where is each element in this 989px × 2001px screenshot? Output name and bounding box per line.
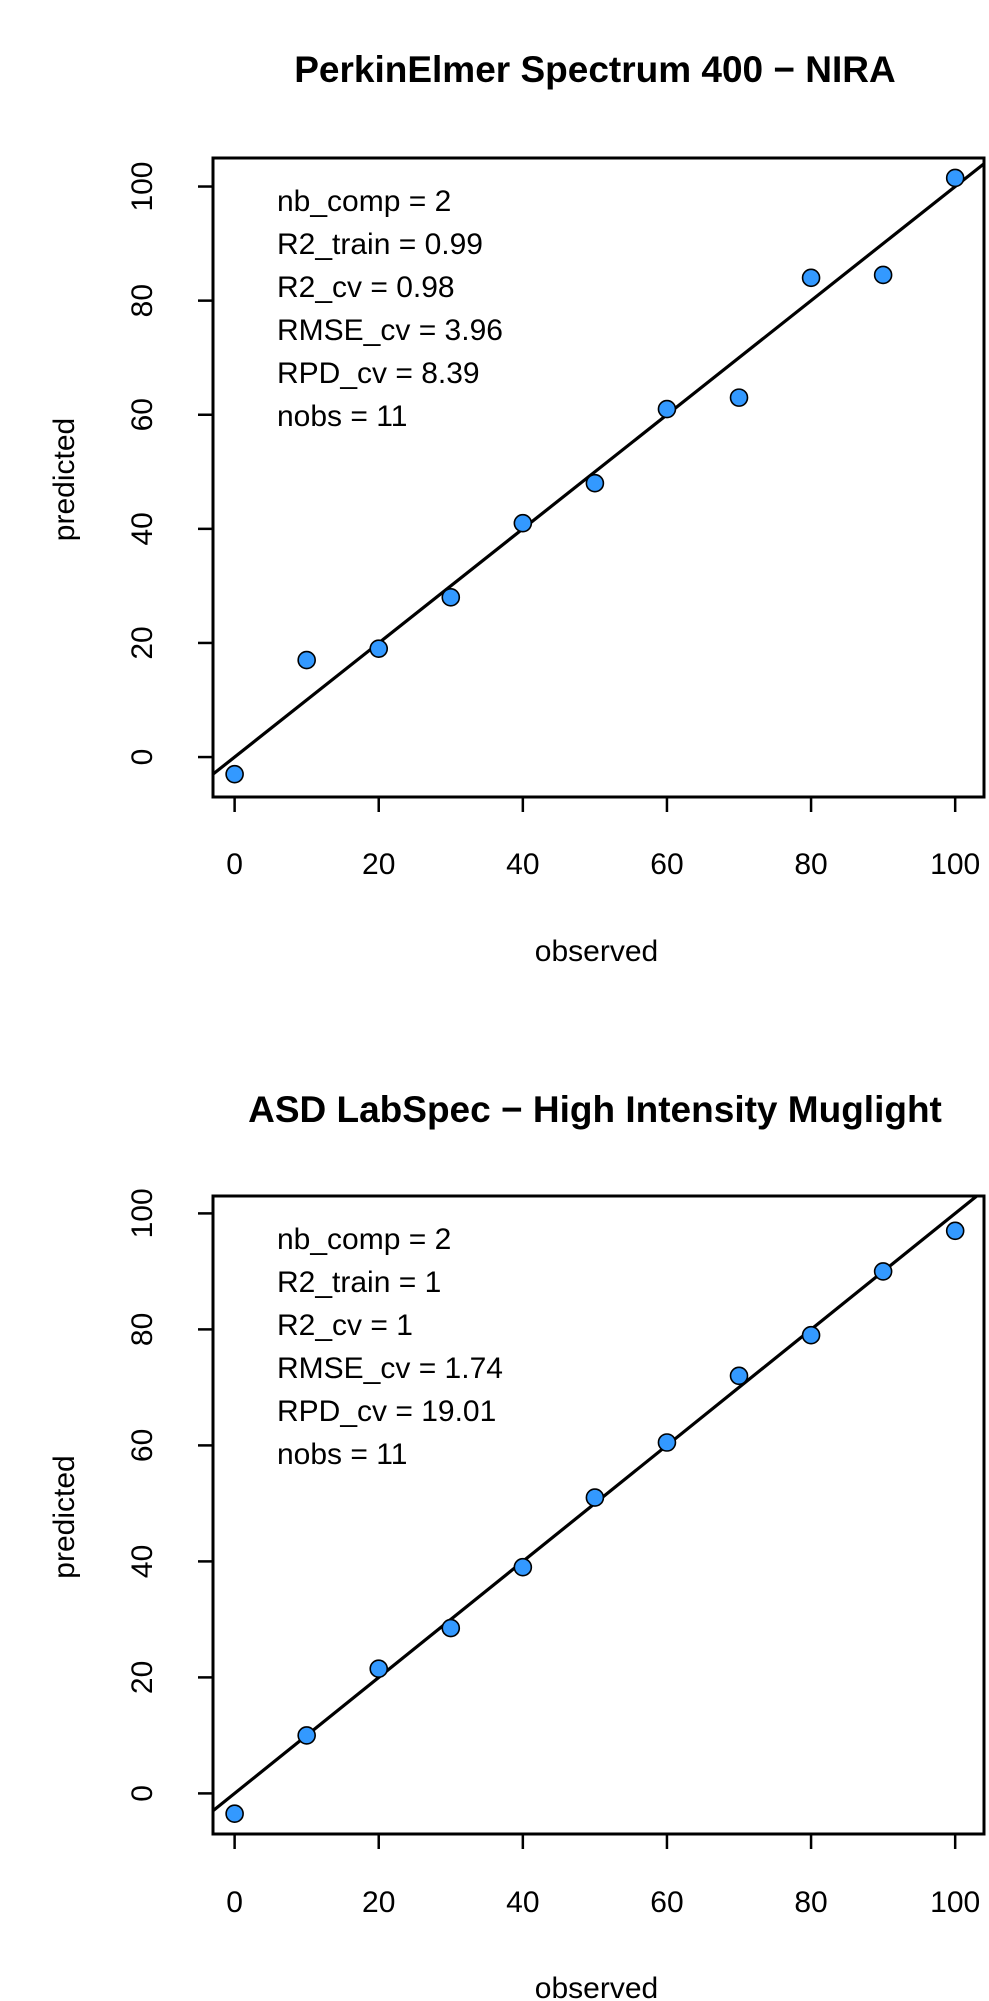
chart-title: PerkinElmer Spectrum 400 − NIRA xyxy=(294,49,896,90)
stat-annotation: nobs = 11 xyxy=(277,400,407,433)
y-axis-label: predicted xyxy=(48,1455,81,1578)
y-tick-label: 80 xyxy=(126,1313,159,1346)
data-point xyxy=(873,265,893,285)
data-point xyxy=(801,268,821,288)
fit-line xyxy=(213,162,984,776)
x-tick-label: 20 xyxy=(362,1886,395,1919)
x-tick-label: 60 xyxy=(650,1886,683,1919)
stat-annotation: RMSE_cv = 1.74 xyxy=(277,1352,503,1385)
data-point xyxy=(585,1488,605,1507)
data-point xyxy=(657,399,677,419)
y-tick-label: 40 xyxy=(126,512,159,545)
stat-annotation: R2_train = 1 xyxy=(277,1266,441,1299)
x-tick-label: 100 xyxy=(930,1886,980,1919)
stat-annotation: RPD_cv = 19.01 xyxy=(277,1395,496,1428)
data-point xyxy=(297,650,316,670)
data-point xyxy=(729,1366,749,1386)
data-point xyxy=(369,639,389,658)
x-tick-label: 80 xyxy=(794,848,827,881)
stat-annotation: nb_comp = 2 xyxy=(277,1223,451,1256)
stat-annotation: R2_cv = 1 xyxy=(277,1309,413,1342)
data-point xyxy=(225,764,244,784)
x-tick-label: 40 xyxy=(506,1886,539,1919)
stat-annotation: RMSE_cv = 3.96 xyxy=(277,314,503,347)
y-axis-label: predicted xyxy=(48,418,81,541)
data-point xyxy=(513,513,533,533)
plot-frame xyxy=(211,1194,986,1836)
data-point xyxy=(801,1325,821,1345)
x-tick-label: 40 xyxy=(506,848,539,881)
y-tick-label: 0 xyxy=(126,1785,159,1802)
x-tick-label: 20 xyxy=(362,848,395,881)
stat-annotation: R2_cv = 0.98 xyxy=(277,271,455,304)
stat-annotation: nb_comp = 2 xyxy=(277,185,451,218)
y-tick-label: 0 xyxy=(126,749,159,766)
data-point xyxy=(945,1221,965,1241)
data-point xyxy=(945,168,965,188)
stat-annotation: RPD_cv = 8.39 xyxy=(277,357,480,390)
x-tick-label: 0 xyxy=(226,1886,243,1919)
y-tick-label: 40 xyxy=(126,1545,159,1578)
y-tick-label: 100 xyxy=(126,161,159,211)
y-tick-label: 60 xyxy=(126,398,159,431)
stat-annotation: nobs = 11 xyxy=(277,1438,407,1471)
stat-annotation: R2_train = 0.99 xyxy=(277,228,483,261)
data-point xyxy=(297,1726,316,1745)
x-axis-label: observed xyxy=(535,1972,658,2001)
data-point xyxy=(513,1557,533,1577)
x-tick-label: 80 xyxy=(794,1886,827,1919)
x-tick-label: 100 xyxy=(930,848,980,881)
data-point xyxy=(729,388,749,407)
y-tick-label: 20 xyxy=(126,626,159,659)
x-tick-label: 0 xyxy=(226,848,243,881)
data-point xyxy=(657,1433,677,1452)
x-tick-label: 60 xyxy=(650,848,683,881)
chart-title: ASD LabSpec − High Intensity Muglight xyxy=(248,1089,942,1130)
plot-frame xyxy=(211,156,986,799)
data-point xyxy=(225,1804,244,1823)
y-tick-label: 20 xyxy=(126,1661,159,1694)
x-axis-label: observed xyxy=(535,935,658,968)
y-tick-label: 100 xyxy=(126,1188,159,1238)
y-tick-label: 80 xyxy=(126,284,159,317)
data-point xyxy=(441,1618,461,1638)
data-point xyxy=(873,1262,893,1281)
data-point xyxy=(585,473,605,493)
data-point xyxy=(441,588,461,607)
y-tick-label: 60 xyxy=(126,1429,159,1462)
data-point xyxy=(369,1659,389,1678)
